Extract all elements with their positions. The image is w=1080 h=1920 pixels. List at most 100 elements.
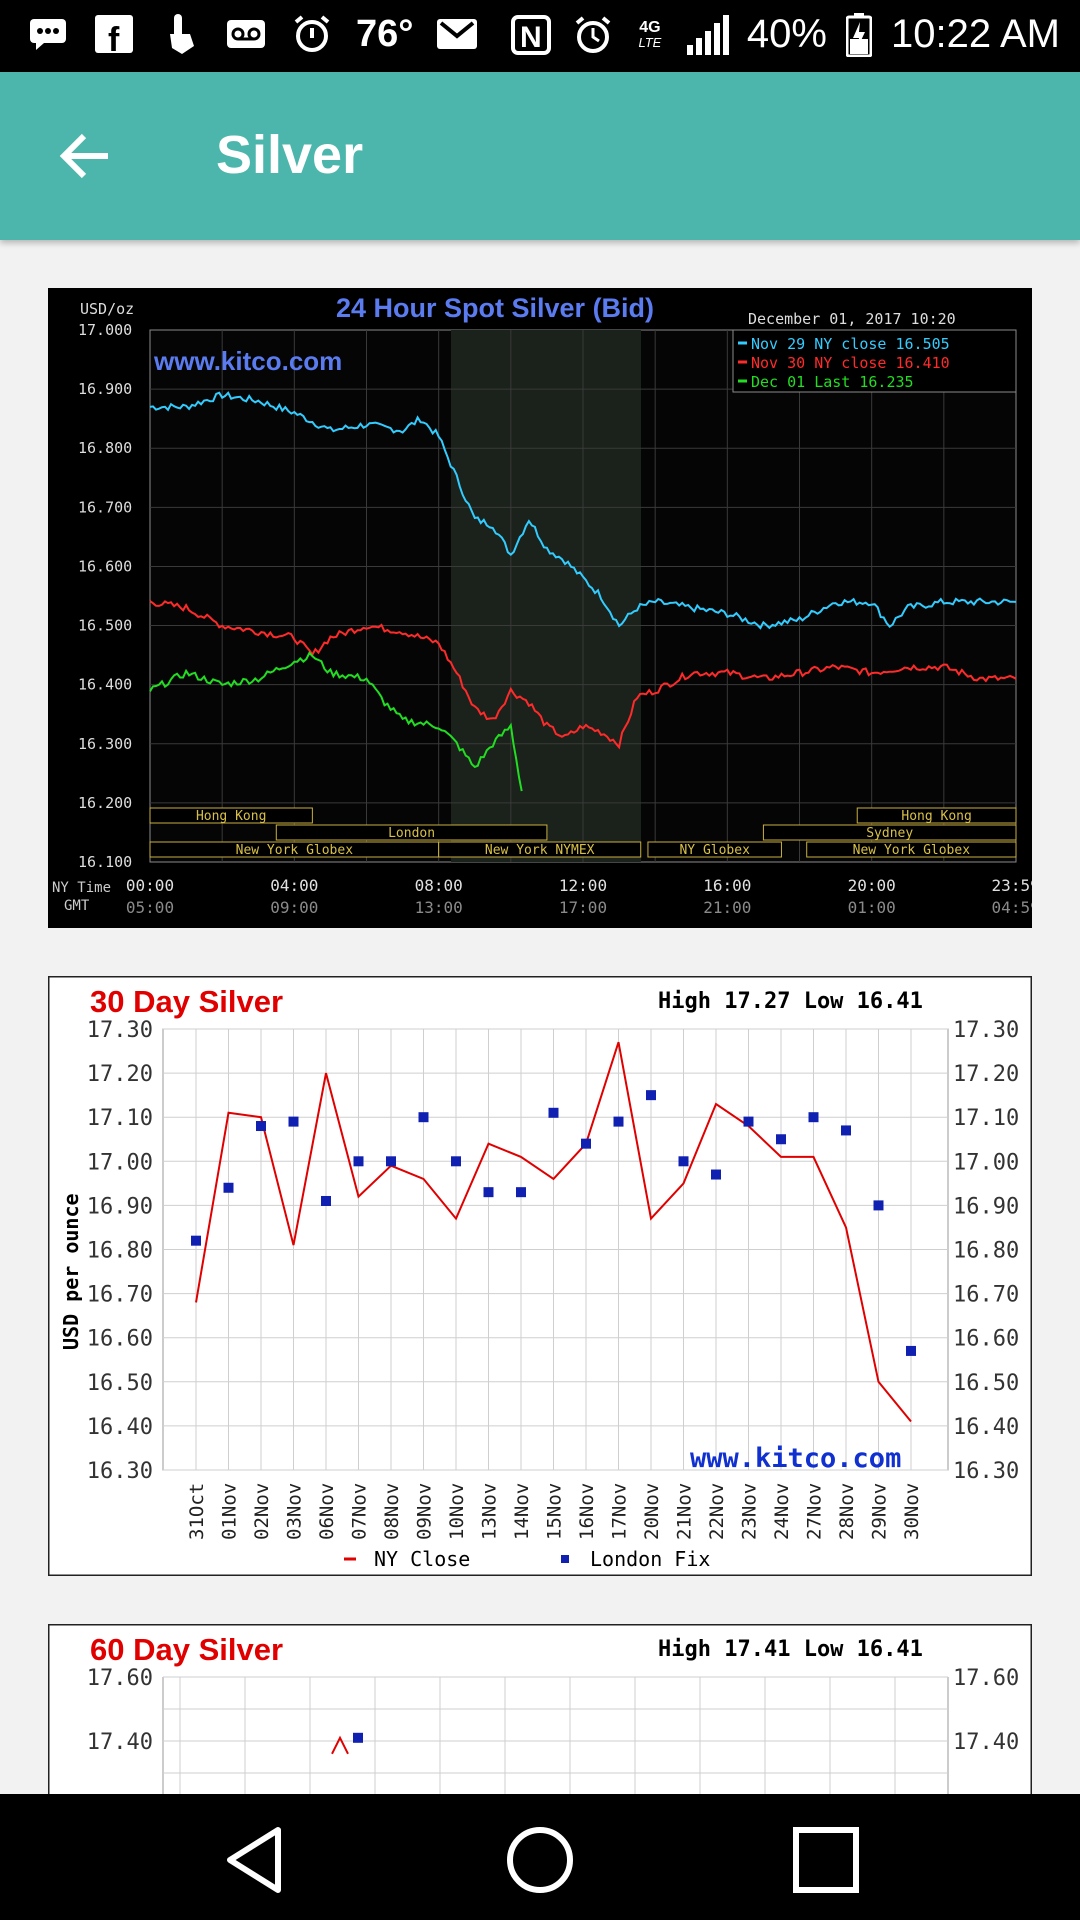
london-fix-point [548,1107,559,1118]
session-bar [762,824,1017,841]
london-fix-point [776,1134,786,1145]
watermark: www.kitco.com [153,346,342,376]
x-tick-ny: 23:59 [992,876,1032,895]
y-tick-label: 16.300 [78,735,132,753]
london-fix-point [386,1156,396,1167]
y-tick-left: 16.50 [87,1371,153,1396]
session-bar [856,807,1017,824]
network-type-icon: 4G LTE [638,19,662,50]
x-tick-label: 23Nov [739,1483,761,1540]
session-bar [647,841,782,858]
x-tick-label: 14Nov [511,1483,533,1540]
london-fix-point [223,1182,234,1193]
recents-nav-button[interactable] [786,1820,866,1900]
high-low-label: High 17.27 Low 16.41 [658,989,923,1014]
london-fix-point [613,1116,624,1127]
x-tick-label: 22Nov [706,1483,728,1540]
svg-text:N: N [520,21,542,54]
session-label: Hong Kong [901,809,971,824]
session-label: Hong Kong [196,809,266,824]
y-tick-right: 16.80 [953,1239,1019,1264]
x-tick-label: 08Nov [381,1483,403,1540]
y-tick-left: 16.70 [87,1283,153,1308]
x-tick-label: 31Oct [186,1483,208,1540]
high-low-label: High 17.41 Low 16.41 [658,1637,923,1662]
y-tick-right: 17.30 [953,1018,1019,1043]
silver-60-day-chart: 60 Day Silver High 17.41 Low 16.41 17.60… [46,1622,1034,1794]
x-tick-label: 29Nov [869,1483,891,1540]
session-label: Sydney [866,826,913,841]
x-tick-ny: 12:00 [559,876,607,895]
london-fix-point [353,1156,364,1167]
x-tick-label: 01Nov [219,1483,241,1540]
chart-title: 60 Day Silver [90,1632,283,1667]
back-nav-button[interactable] [216,1820,296,1900]
legend-fix-swatch [561,1555,569,1563]
ny-time-label: NY Time [52,880,111,896]
chart-list[interactable]: 17.000 16.900 16.800 16.700 16.600 16.500 16.4… [0,240,1080,1794]
x-tick-label: 24Nov [771,1483,793,1540]
london-fix-point [353,1732,363,1743]
session-label: London [388,826,435,841]
chart-date: December 01, 2017 10:20 [748,310,956,328]
session-bar [275,824,548,841]
x-tick-ny: 08:00 [415,876,463,895]
y-tick-label: 16.200 [78,794,132,812]
x-tick-gmt: 05:00 [126,898,174,917]
home-nav-button[interactable] [500,1820,580,1900]
y-tick-left: 17.40 [87,1730,153,1755]
y-tick-left: 16.40 [87,1415,153,1440]
x-tick-label: 20Nov [641,1483,663,1540]
london-fix-point [321,1195,331,1206]
y-tick-right: 16.60 [953,1327,1019,1352]
x-tick-label: 10Nov [446,1483,468,1540]
y-tick-left: 17.60 [87,1666,153,1691]
y-tick-right: 16.50 [953,1371,1019,1396]
london-fix-point [678,1156,689,1167]
alarm-icon [571,13,615,57]
y-tick-left: 17.00 [87,1150,153,1175]
legend-entry: Nov 30 NY close 16.410 [751,354,950,372]
x-tick-label: 16Nov [576,1483,598,1540]
y-tick-right: 17.60 [953,1666,1019,1691]
back-button[interactable] [50,120,122,192]
x-tick-ny: 20:00 [848,876,896,895]
circle-home-icon [507,1827,573,1893]
london-fix-point [418,1112,429,1123]
y-tick-left: 16.80 [87,1239,153,1264]
y-tick-right: 16.30 [953,1459,1019,1484]
y-axis-label: USD per ounce [59,1193,83,1350]
chart-title: 24 Hour Spot Silver (Bid) [336,293,654,323]
app-bar: Silver [0,72,1080,240]
x-tick-label: 03Nov [284,1483,306,1540]
y-tick-label: 16.800 [78,439,132,457]
session-bar [149,807,313,824]
london-fix-point [873,1200,884,1211]
y-tick-right: 16.40 [953,1415,1019,1440]
london-fix-point [841,1125,851,1136]
svg-text:f: f [108,21,120,53]
nfc-icon: N [509,13,553,57]
legend-close-label: NY Close [374,1547,470,1571]
y-tick-label: 16.100 [78,853,132,871]
ny-close-line [195,1041,912,1423]
session-label: New York Globex [853,843,971,858]
x-tick-ny: 16:00 [703,876,751,895]
y-tick-right: 16.70 [953,1283,1019,1308]
status-bar: f 76° N 4G LTE 40% 1 [0,0,1080,72]
series-line-nov30 [149,600,1017,750]
alarm-alert-icon [290,12,334,56]
y-tick-label: 16.500 [78,617,132,635]
triangle-back-icon [227,1827,281,1893]
gmail-icon [435,12,479,56]
y-tick-right: 17.10 [953,1106,1019,1131]
series-line-nov29 [149,391,1017,630]
arrow-left-icon [59,133,108,179]
y-tick-label: 17.000 [78,321,132,339]
spot-silver-24h-chart: 17.000 16.900 16.800 16.700 16.600 16.500 16.4… [48,288,1040,928]
session-bar [438,841,642,858]
unit-label: USD/oz [80,300,134,318]
series-line-dec01 [149,651,523,792]
x-tick-label: 07Nov [349,1483,371,1540]
session-label: NY Globex [679,843,750,858]
